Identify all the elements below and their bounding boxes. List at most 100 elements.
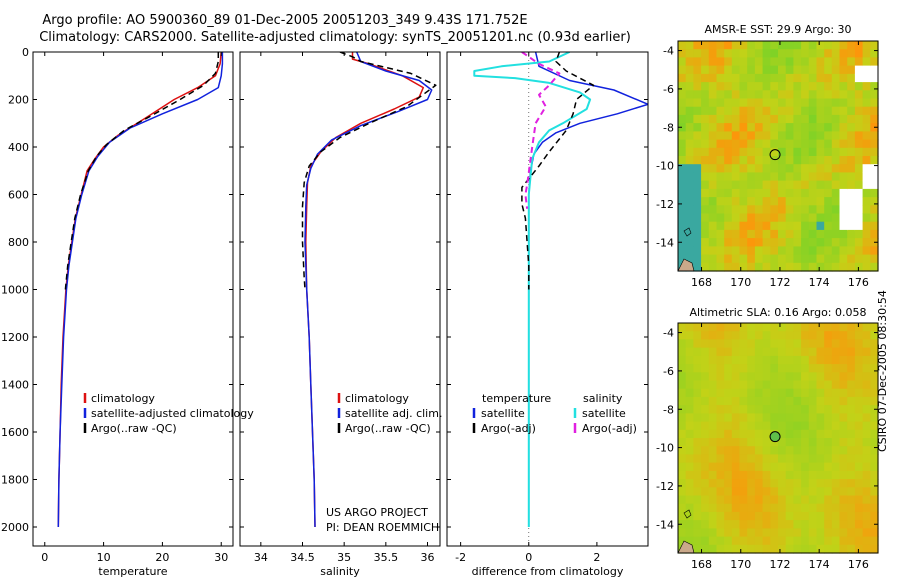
salinity-legend-label: satellite adj. clim. [345, 407, 442, 420]
sst-cell [839, 57, 848, 67]
sla-cell [739, 520, 748, 529]
sst-cell [778, 164, 787, 173]
sla-cell [816, 372, 825, 382]
sst-cell [678, 213, 687, 223]
sla-cell [693, 331, 702, 340]
sst-cell [793, 139, 802, 149]
sst-cell [854, 147, 864, 157]
sst-cell [839, 229, 848, 239]
temperature-xtick-label: 20 [155, 551, 169, 564]
sla-cell [693, 421, 702, 431]
sla-cell [778, 520, 787, 529]
sst-cell [747, 49, 756, 58]
sst-cell [801, 164, 810, 173]
sst-cell [770, 188, 779, 198]
sst-cell [708, 205, 718, 215]
sla-cell [708, 446, 718, 455]
sst-cell [747, 246, 756, 256]
sst-cell [808, 49, 818, 58]
sst-ytick-label: -6 [663, 83, 674, 96]
sst-cell [808, 246, 818, 256]
sla-cell [824, 479, 833, 488]
sla-cell [739, 380, 748, 390]
sst-cell [847, 188, 856, 198]
sla-cell [793, 438, 802, 447]
sla-cell [708, 454, 718, 464]
sst-cell [731, 139, 741, 149]
sla-cell [854, 355, 864, 365]
sst-cell [739, 213, 748, 223]
sst-cell [808, 106, 818, 116]
sla-cell [831, 388, 841, 398]
sla-cell [816, 429, 825, 439]
sst-cell [801, 139, 810, 149]
sla-cell [808, 396, 818, 406]
sla-cell [762, 429, 771, 439]
sst-cell [862, 106, 871, 116]
sst-cell [685, 65, 694, 75]
sst-cell [824, 49, 833, 58]
sst-cell [724, 41, 733, 50]
sla-cell [808, 355, 818, 365]
sst-map-title: AMSR-E SST: 29.9 Argo: 30 [704, 23, 851, 36]
sst-cell [701, 98, 710, 108]
sla-cell [716, 339, 725, 349]
sla-cell [731, 503, 741, 513]
sla-cell [778, 413, 787, 423]
sst-cell [862, 57, 871, 67]
sla-cell [854, 413, 864, 423]
sla-cell [731, 339, 741, 349]
sst-cell [731, 41, 741, 50]
sla-cell [824, 405, 833, 414]
sst-cell [754, 98, 764, 108]
sst-cell [770, 205, 779, 215]
sst-cell [693, 147, 702, 157]
sst-cell [862, 131, 871, 141]
sst-cell [862, 98, 871, 108]
sst-cell [778, 49, 787, 58]
sst-cell [716, 156, 725, 165]
sla-cell [739, 470, 748, 480]
sst-cell [808, 139, 818, 149]
sla-cell [847, 396, 856, 406]
sst-cell [831, 73, 841, 83]
sst-cell [847, 197, 856, 206]
sla-cell [762, 462, 771, 472]
sst-cell [754, 262, 764, 272]
sst-cell [762, 106, 771, 116]
sla-cell [824, 323, 833, 332]
sst-cell [824, 180, 833, 190]
sla-cell [762, 487, 771, 497]
sla-cell [754, 323, 764, 332]
sst-cell [854, 254, 864, 264]
sla-cell [685, 372, 694, 382]
sst-cell [693, 49, 702, 58]
sst-cell [870, 180, 879, 190]
sla-cell [793, 511, 802, 521]
sla-cell [708, 511, 718, 521]
sst-cell [785, 197, 794, 206]
sst-cell [770, 131, 779, 141]
sla-cell [870, 364, 879, 373]
sla-cell [747, 544, 756, 554]
sst-cell [716, 254, 725, 264]
sla-cell [808, 495, 818, 505]
sla-cell [701, 339, 710, 349]
sst-cell [870, 82, 879, 91]
sst-cell [770, 164, 779, 173]
sst-ytick-label: -12 [656, 198, 674, 211]
sla-cell [731, 331, 741, 340]
sst-cell [870, 139, 879, 149]
sst-cell [708, 90, 718, 100]
sla-cell [739, 503, 748, 513]
sst-cell [816, 98, 825, 108]
sla-cell [785, 396, 794, 406]
sla-cell [793, 421, 802, 431]
sla-ytick-label: -8 [663, 403, 674, 416]
sst-cell [678, 254, 687, 264]
sla-cell [801, 372, 810, 382]
sst-cell [693, 123, 702, 132]
sla-cell [793, 339, 802, 349]
sla-cell [731, 421, 741, 431]
sla-cell [701, 438, 710, 447]
